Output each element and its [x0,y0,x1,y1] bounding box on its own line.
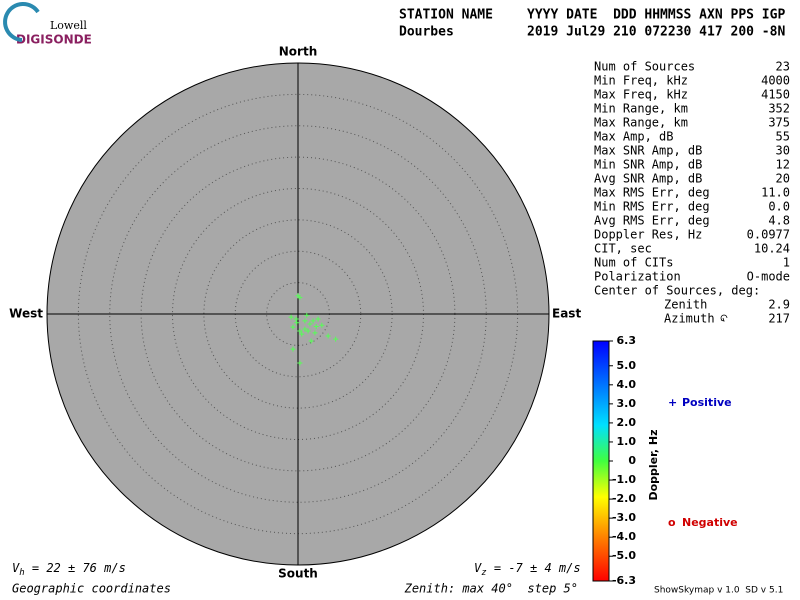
center-value: 217 [768,312,790,326]
stat-label: Num of CITs [594,256,673,270]
vh-label: Vh = 22 ± 76 m/s [12,561,126,578]
source-point [294,320,300,326]
source-point [315,316,321,322]
zenith-label: Zenith: max 40° step 5° [404,582,578,596]
source-point [297,295,303,301]
source-point [302,326,308,332]
source-point [325,333,331,339]
stat-label: Max Freq, kHz [594,88,688,102]
logo-bottom: DIGISONDE [16,33,92,47]
source-point [293,316,299,322]
stat-label: Avg RMS Err, deg [594,214,710,228]
legend-symbol: o [668,516,676,529]
version: ShowSkymap v 1.0 SD v 5.1 [654,586,783,596]
center-label: Zenith [664,298,707,312]
colorbar-tick-label: 6.3 [617,334,637,347]
source-point [308,338,314,344]
source-point [313,324,319,330]
center-title: Center of Sources, deg: [594,284,760,298]
direction: West [9,307,43,321]
stat-label: Min RMS Err, deg [594,200,710,214]
source-point [304,312,310,318]
stat-label: Max SNR Amp, dB [594,144,702,158]
source-point [307,321,313,327]
stat-label: Min SNR Amp, dB [594,158,702,172]
stat-value: 0.0977 [747,228,790,242]
colorbar-tick-label: 5.0 [617,359,637,372]
direction: South [278,567,318,581]
stat-value: O-mode [747,270,790,284]
stat-value: 55 [776,130,790,144]
stat-label: Max Range, km [594,116,688,130]
stat-label: Min Freq, kHz [594,74,688,88]
stat-label: Doppler Res, Hz [594,228,702,242]
source-point [299,331,305,337]
source-point [290,346,296,352]
stat-value: 4150 [761,88,790,102]
stat-value: 23 [776,60,790,74]
stat-label: Polarization [594,270,681,284]
source-point [319,322,325,328]
source-point [297,360,303,366]
header-values: 2019 Jul29 210 072230 417 200 -8N [527,25,785,40]
stat-label: Avg SNR Amp, dB [594,172,702,186]
stat-value: 10.24 [754,242,790,256]
logo-arc [3,2,40,42]
colorbar-tick-label: 3.0 [617,397,637,410]
colorbar-tick-label: 4.0 [617,378,637,391]
stat-value: 30 [776,144,790,158]
colorbar-tick-label: 0 [628,454,636,467]
legend-label: Negative [682,516,738,529]
stat-value: 0.0 [768,200,790,214]
source-point [302,318,308,324]
stat-value: 11.0 [761,186,790,200]
vz-label: Vz = -7 ± 4 m/s [474,561,581,578]
azimuth-icon [720,314,728,322]
colorbar-tick-label: -6.3 [612,574,636,587]
stat-label: Num of Sources [594,60,695,74]
direction: East [552,307,581,321]
colorbar-tick-label: -5.0 [612,549,636,562]
source-point [288,314,294,320]
header-label: STATION NAME [399,8,493,23]
stat-label: Min Range, km [594,102,688,116]
stat-value: 4000 [761,74,790,88]
stat-label: Max Amp, dB [594,130,673,144]
direction: North [279,45,317,59]
source-point [312,330,318,336]
source-point [305,328,311,334]
colorbar-tick-label: 2.0 [617,416,637,429]
colorbar [592,340,610,582]
stat-value: 20 [776,172,790,186]
logo-top: Lowell [50,19,87,32]
center-value: 2.9 [768,298,790,312]
legend-label: Positive [682,396,732,409]
colorbar-tick-label: -1.0 [612,473,636,486]
header-label: YYYY DATE DDD HHMMSS AXN PPS IGP [527,8,785,23]
source-point [333,336,339,342]
colorbar-tick-label: -2.0 [612,492,636,505]
stat-value: 375 [768,116,790,130]
coords-label: Geographic coordinates [12,582,171,596]
stat-value: 4.8 [768,214,790,228]
colorbar-tick-label: -3.0 [612,511,636,524]
colorbar-tick-label: -4.0 [612,530,636,543]
legend-symbol: + [668,396,677,409]
stat-value: 12 [776,158,790,172]
colorbar-title: Doppler, Hz [647,429,660,500]
source-point [290,324,296,330]
colorbar-tick-label: 1.0 [617,435,637,448]
center-label: Azimuth [664,312,715,326]
stat-value: 1 [783,256,790,270]
stat-value: 352 [768,102,790,116]
source-point [297,328,303,334]
station-name: Dourbes [399,25,454,40]
stat-label: CIT, sec [594,242,652,256]
source-point [310,318,316,324]
stat-label: Max RMS Err, deg [594,186,710,200]
